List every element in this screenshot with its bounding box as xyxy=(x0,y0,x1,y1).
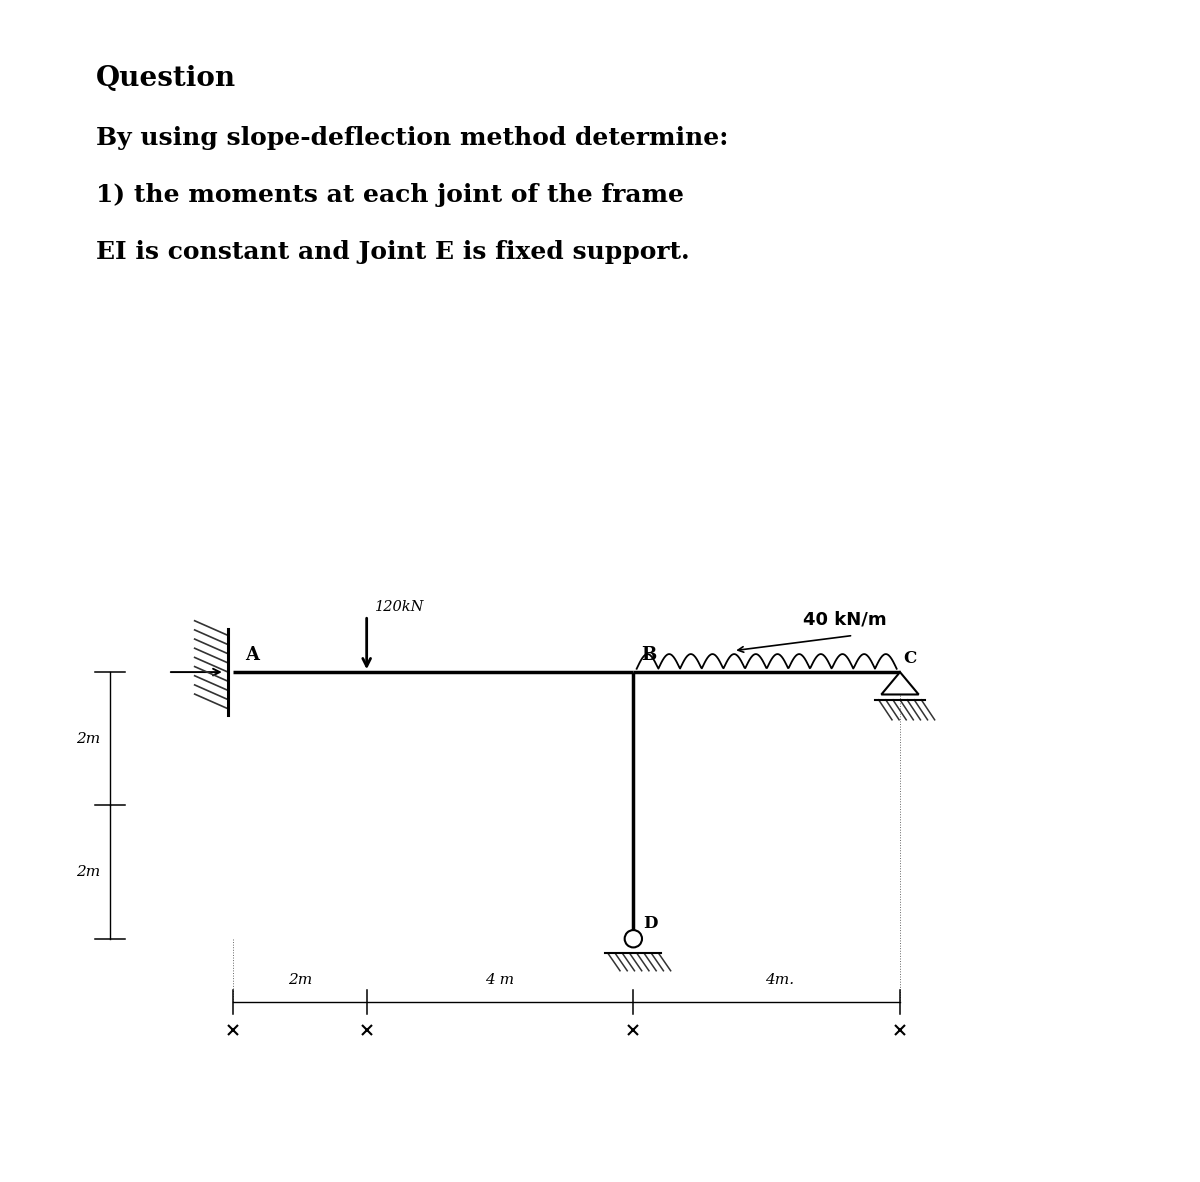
Text: 4m.: 4m. xyxy=(766,974,794,987)
Text: 2m: 2m xyxy=(76,865,100,879)
Text: By using slope-deflection method determine:: By using slope-deflection method determi… xyxy=(96,126,728,150)
Text: 2m: 2m xyxy=(76,732,100,746)
Text: 40 kN/m: 40 kN/m xyxy=(803,611,887,629)
Text: B: B xyxy=(641,647,656,664)
Polygon shape xyxy=(881,673,919,695)
Text: 120kN: 120kN xyxy=(374,600,424,615)
Text: 2m: 2m xyxy=(288,974,312,987)
Text: 1) the moments at each joint of the frame: 1) the moments at each joint of the fram… xyxy=(96,183,684,207)
Text: D: D xyxy=(643,915,658,933)
Text: C: C xyxy=(904,650,917,667)
Text: EI is constant and Joint E is fixed support.: EI is constant and Joint E is fixed supp… xyxy=(96,240,690,264)
Text: Question: Question xyxy=(96,65,236,92)
Circle shape xyxy=(625,930,642,948)
Text: 4 m: 4 m xyxy=(486,974,515,987)
Text: A: A xyxy=(245,647,259,664)
